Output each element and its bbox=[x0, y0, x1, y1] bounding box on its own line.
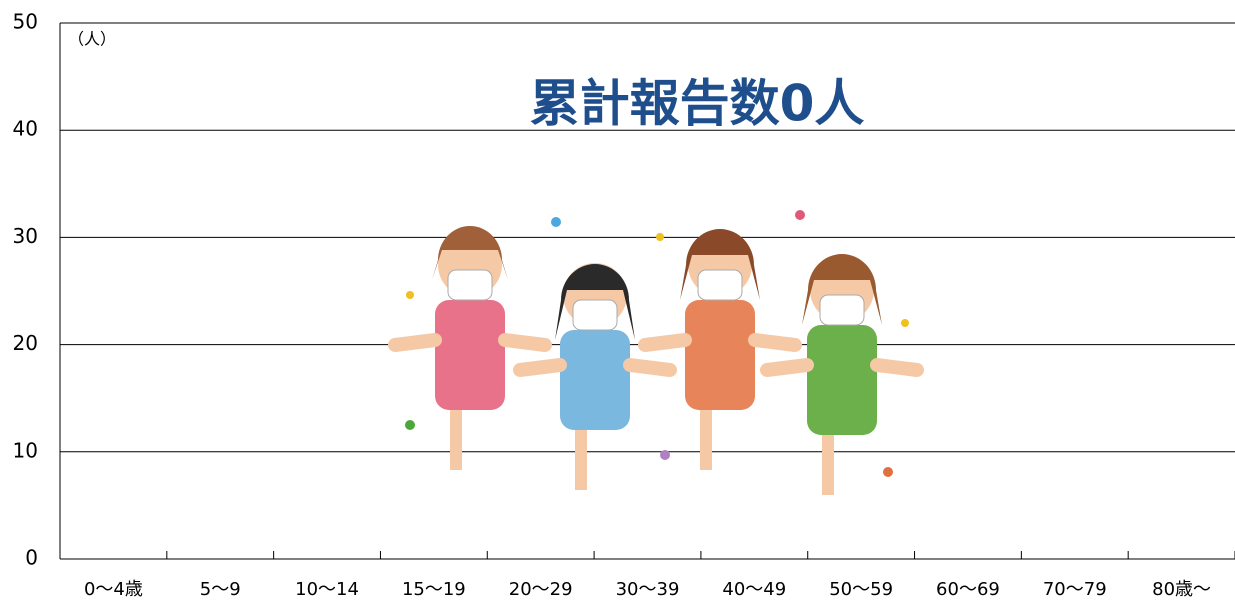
x-tick-label: 0〜4歳 bbox=[84, 579, 143, 600]
x-tick-label: 40〜49 bbox=[722, 579, 786, 600]
y-tick-label: 20 bbox=[13, 331, 38, 355]
x-tick-label: 5〜9 bbox=[200, 579, 241, 600]
x-tick-label: 80歳〜 bbox=[1152, 579, 1211, 600]
y-tick-label: 0 bbox=[25, 546, 38, 570]
x-tick-label: 30〜39 bbox=[616, 579, 680, 600]
y-axis-label: （人） bbox=[68, 30, 116, 49]
y-tick-label: 30 bbox=[13, 224, 38, 248]
x-tick-label: 15〜19 bbox=[402, 579, 466, 600]
x-tick-label: 60〜69 bbox=[936, 579, 1000, 600]
y-tick-label: 40 bbox=[13, 117, 38, 141]
x-tick-label: 50〜59 bbox=[829, 579, 893, 600]
y-tick-label: 10 bbox=[13, 438, 38, 462]
annotation: 累計報告数0人 bbox=[530, 75, 865, 133]
y-tick-label: 50 bbox=[13, 10, 38, 34]
illustration bbox=[388, 210, 924, 495]
x-tick-label: 10〜14 bbox=[295, 579, 359, 600]
x-tick-label: 70〜79 bbox=[1043, 579, 1107, 600]
x-tick-label: 20〜29 bbox=[509, 579, 573, 600]
